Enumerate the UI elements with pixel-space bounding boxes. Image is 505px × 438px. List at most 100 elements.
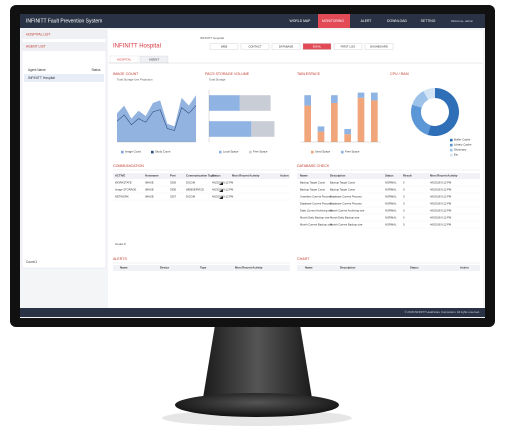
- button[interactable]: WEB: [221, 44, 228, 48]
- sidebar-row: [22, 30, 106, 39]
- donut-segment: [427, 88, 459, 136]
- bar: [304, 95, 311, 106]
- cell: IMAGE: [145, 181, 154, 185]
- column-header: Hostname: [145, 174, 159, 178]
- panel-title: DATABASE CHECK: [297, 164, 330, 168]
- cell: Daily Current Archiving size: [300, 209, 333, 213]
- cell: 4/6/2018 9:12 PM: [430, 223, 452, 227]
- cell: Backup Target Count: [300, 188, 325, 192]
- cell: WORKSTATE: [115, 181, 132, 185]
- cell: Database Current Process: [330, 202, 362, 206]
- legend-swatch: [219, 150, 222, 154]
- column-header: ACTIVE: [115, 174, 125, 178]
- donut-segment: [412, 90, 429, 108]
- stand-neck: [203, 325, 312, 398]
- user-link[interactable]: Welcome, admin: [451, 19, 474, 23]
- bar: [239, 95, 271, 111]
- table-header: [297, 173, 480, 179]
- table-header: [113, 173, 290, 179]
- bar: [317, 131, 325, 142]
- page-title: INFINITT Hospital: [113, 44, 161, 50]
- legend-label: Dictionary: [454, 148, 467, 152]
- cell: NORMAL: [385, 181, 397, 185]
- column-header: Type: [200, 266, 207, 270]
- legend-label: Local Space: [223, 150, 239, 154]
- button[interactable]: FIRST LOG: [341, 44, 356, 48]
- bar: [371, 100, 378, 142]
- bar: [209, 121, 252, 137]
- nav-item[interactable]: DOWNLOAD: [387, 19, 408, 23]
- column-header: Communication Type: [186, 174, 215, 178]
- button[interactable]: DATABASE: [279, 44, 294, 48]
- cell: NORMAL: [385, 188, 397, 192]
- column-header: Status: [212, 174, 221, 178]
- nav-bar: [20, 14, 485, 28]
- footer-bar: [20, 308, 485, 317]
- bar: [317, 126, 325, 132]
- cell: NORMAL: [385, 202, 397, 206]
- legend-swatch: [341, 150, 344, 154]
- cell: Database Current Process: [300, 202, 332, 206]
- donut-segment: [411, 104, 431, 135]
- legend-label: Image Count: [125, 150, 141, 154]
- nav-item[interactable]: WORLD MAP: [290, 19, 312, 23]
- cell: Image STORAGE: [115, 188, 137, 192]
- agent-name[interactable]: INFINITT Hospital: [28, 76, 55, 80]
- cell: Database Current Process: [330, 195, 362, 199]
- cell: 3307: [170, 195, 176, 199]
- nav-item[interactable]: SETTING: [421, 19, 436, 23]
- cell: Backup Target Count: [330, 181, 355, 185]
- cell: 4/6/2018 9:12 PM: [430, 209, 452, 213]
- panel-note: Total Storage: [209, 78, 226, 82]
- button[interactable]: EMAIL: [313, 44, 322, 48]
- cell: 0: [403, 195, 405, 199]
- legend-label: Used Space: [315, 150, 331, 154]
- cell: 4/6/2018 9:12 PM: [430, 188, 452, 192]
- cell: 4/6/2018 9:12 PM: [430, 216, 452, 220]
- column-header: Most Recent Activity: [430, 174, 458, 178]
- hospital-list[interactable]: HOSPITAL LIST: [26, 32, 51, 36]
- column-header: Result: [403, 174, 412, 178]
- column-header: Action: [280, 174, 289, 178]
- legend-label: Free Space: [345, 150, 360, 154]
- cell: DICOM: [186, 181, 196, 185]
- cell: 0: [403, 181, 405, 185]
- legend-swatch: [450, 138, 453, 142]
- app-title: INFINITT Fault Prevention System: [26, 18, 102, 24]
- legend-swatch: [249, 150, 252, 154]
- nav-item[interactable]: MONITORING: [322, 19, 344, 23]
- button: [240, 43, 270, 50]
- button: [209, 43, 239, 50]
- cell: WEBSERVICE: [186, 188, 204, 192]
- bar: [371, 92, 378, 101]
- column-header: Name: [300, 174, 308, 178]
- column-header: Name: [305, 266, 313, 270]
- column-header: Description: [330, 174, 346, 178]
- nav-item[interactable]: ALERT: [361, 19, 372, 23]
- column-header: Device: [160, 266, 169, 270]
- bar: [344, 129, 351, 135]
- column-header: Most Recent Activity: [235, 266, 263, 270]
- tab[interactable]: HOSPITAL: [117, 57, 132, 61]
- line: [116, 105, 197, 131]
- column-header: Description: [340, 266, 356, 270]
- panel-title: PACS STORAGE VOLUME: [205, 72, 250, 76]
- button[interactable]: DASHBOARD: [370, 44, 388, 48]
- cell: NORMAL: [385, 216, 397, 220]
- hospital-label: INFINITT Hospital: [200, 36, 224, 40]
- column-header: Port: [170, 174, 176, 178]
- legend-swatch: [121, 150, 124, 154]
- legend-swatch: [311, 150, 314, 154]
- status-icon: [219, 182, 223, 185]
- cell: 3305: [170, 181, 176, 185]
- cell: Month Current Backup size: [300, 223, 333, 227]
- legend-swatch: [450, 153, 453, 157]
- button[interactable]: CONTACT: [248, 44, 262, 48]
- column-header: Status: [410, 266, 419, 270]
- cell: 0: [403, 202, 405, 206]
- agent-list[interactable]: AGENT LIST: [26, 44, 46, 48]
- tab[interactable]: AGENT: [149, 57, 160, 61]
- status-icon: [219, 196, 223, 199]
- donut-segment: [423, 88, 435, 100]
